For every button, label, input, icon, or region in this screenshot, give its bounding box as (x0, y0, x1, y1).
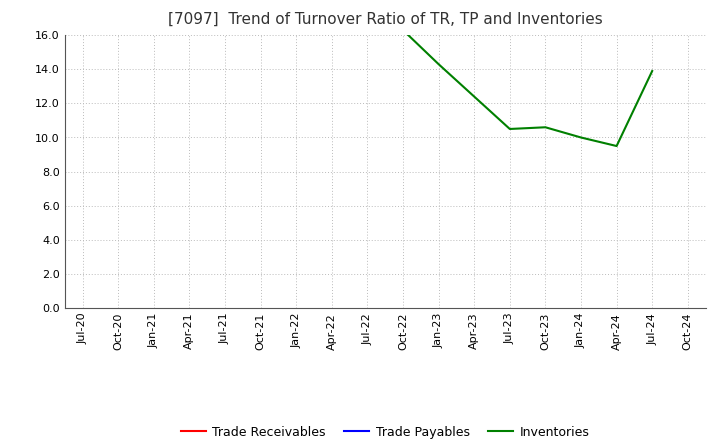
Legend: Trade Receivables, Trade Payables, Inventories: Trade Receivables, Trade Payables, Inven… (176, 421, 595, 440)
Line: Inventories: Inventories (403, 30, 652, 146)
Title: [7097]  Trend of Turnover Ratio of TR, TP and Inventories: [7097] Trend of Turnover Ratio of TR, TP… (168, 12, 603, 27)
Inventories (612, 143, 621, 149)
Inventories (399, 27, 408, 33)
Inventories (648, 68, 657, 73)
Inventories (505, 126, 514, 132)
Inventories (541, 125, 550, 130)
Inventories (434, 62, 443, 67)
Inventories (577, 135, 585, 140)
